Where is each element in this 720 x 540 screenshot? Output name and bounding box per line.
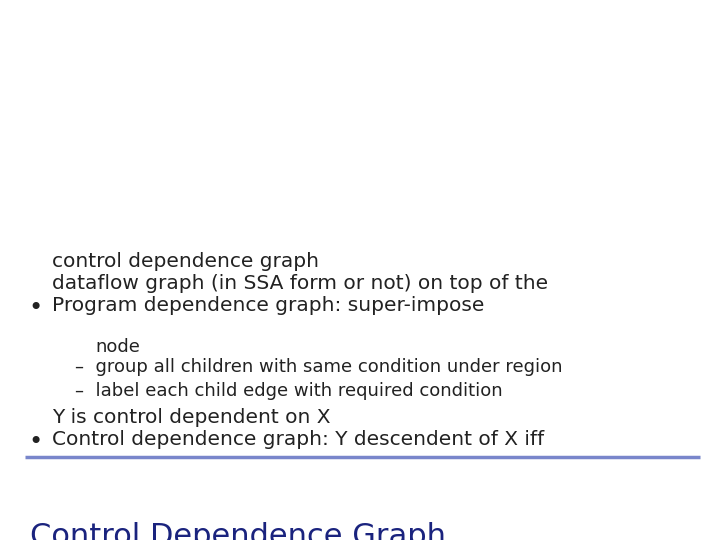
Text: Control dependence graph: Y descendent of X iff: Control dependence graph: Y descendent o…	[52, 430, 544, 449]
Text: –  label each child edge with required condition: – label each child edge with required co…	[75, 382, 503, 400]
Text: dataflow graph (in SSA form or not) on top of the: dataflow graph (in SSA form or not) on t…	[52, 274, 548, 293]
Text: •: •	[28, 296, 42, 320]
Text: node: node	[95, 338, 140, 356]
Text: control dependence graph: control dependence graph	[52, 252, 319, 271]
Text: –  group all children with same condition under region: – group all children with same condition…	[75, 358, 562, 376]
Text: Y is control dependent on X: Y is control dependent on X	[52, 408, 330, 427]
Text: Program dependence graph: super-impose: Program dependence graph: super-impose	[52, 296, 485, 315]
Text: Control Dependence Graph: Control Dependence Graph	[30, 522, 446, 540]
Text: •: •	[28, 430, 42, 454]
